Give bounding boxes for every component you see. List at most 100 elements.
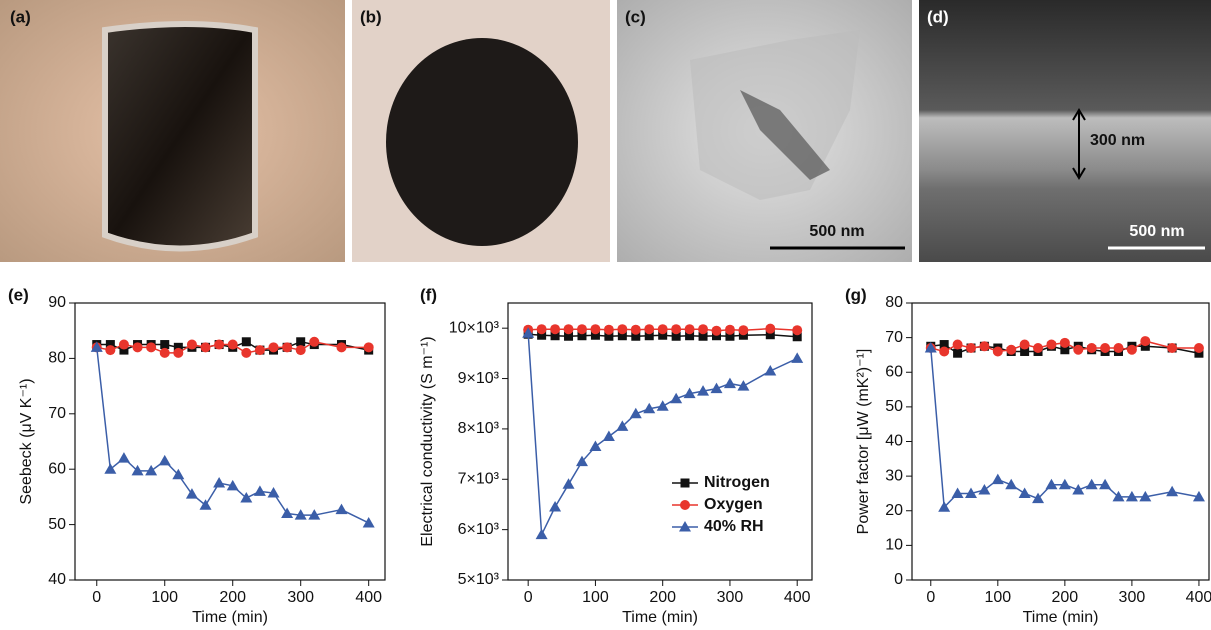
marker xyxy=(282,342,292,352)
y-tick-label: 80 xyxy=(885,294,903,311)
y-tick-label: 90 xyxy=(48,294,66,311)
y-tick-label: 80 xyxy=(48,350,66,367)
marker xyxy=(1113,343,1123,353)
film xyxy=(105,24,255,249)
marker xyxy=(213,477,225,488)
marker xyxy=(160,348,170,358)
marker xyxy=(671,324,681,334)
marker xyxy=(296,337,305,346)
x-tick-label: 300 xyxy=(1119,589,1146,606)
panel-label: (e) xyxy=(8,285,29,304)
marker xyxy=(1072,484,1084,495)
marker xyxy=(296,345,306,355)
marker xyxy=(724,378,736,389)
scale-label: 500 nm xyxy=(1129,223,1184,240)
y-tick-label: 10 xyxy=(885,537,903,554)
scale-label: 500 nm xyxy=(809,223,864,240)
page: (a) (b) (c) 500 nm (d) 300 nm 500 nm (e)… xyxy=(0,0,1211,630)
marker xyxy=(764,365,776,376)
legend-label: 40% RH xyxy=(704,518,764,535)
x-tick-label: 400 xyxy=(1186,589,1211,606)
panel-label: (a) xyxy=(10,7,31,26)
x-axis-label: Time (min) xyxy=(622,609,698,626)
marker xyxy=(993,346,1003,356)
marker xyxy=(939,346,949,356)
marker xyxy=(105,345,115,355)
marker xyxy=(550,324,560,334)
x-tick-label: 200 xyxy=(219,589,246,606)
y-tick-label: 60 xyxy=(48,460,66,477)
marker xyxy=(590,324,600,334)
marker xyxy=(978,484,990,495)
panel-label: (b) xyxy=(360,7,382,26)
marker xyxy=(644,324,654,334)
x-tick-label: 0 xyxy=(926,589,935,606)
marker xyxy=(710,383,722,394)
film xyxy=(386,38,578,246)
marker xyxy=(1100,343,1110,353)
marker xyxy=(711,326,721,336)
marker xyxy=(536,529,548,540)
marker xyxy=(992,474,1004,485)
y-tick-label: 8×10³ xyxy=(458,420,500,437)
marker xyxy=(1046,340,1056,350)
marker xyxy=(658,324,668,334)
marker xyxy=(255,345,265,355)
marker xyxy=(1167,343,1177,353)
marker xyxy=(200,499,212,510)
panel-label: (d) xyxy=(927,7,949,26)
marker xyxy=(214,340,224,350)
marker xyxy=(241,348,251,358)
panel-label: (f) xyxy=(420,285,437,304)
y-tick-label: 0 xyxy=(894,571,903,588)
marker xyxy=(1194,343,1204,353)
marker xyxy=(335,504,347,515)
marker xyxy=(1073,345,1083,355)
y-tick-label: 20 xyxy=(885,502,903,519)
marker xyxy=(336,342,346,352)
y-tick-label: 70 xyxy=(885,329,903,346)
y-tick-label: 10×10³ xyxy=(449,319,500,336)
y-tick-label: 30 xyxy=(885,467,903,484)
marker xyxy=(791,352,803,363)
y-axis-label: Electrical conductivity (S m⁻¹) xyxy=(419,336,436,546)
marker xyxy=(681,479,690,488)
marker xyxy=(1020,340,1030,350)
marker xyxy=(979,341,989,351)
marker xyxy=(242,337,251,346)
marker xyxy=(1006,345,1016,355)
y-tick-label: 5×10³ xyxy=(458,571,500,588)
marker xyxy=(953,349,962,358)
marker xyxy=(201,342,211,352)
marker xyxy=(119,340,129,350)
marker xyxy=(187,340,197,350)
marker xyxy=(670,393,682,404)
x-tick-label: 400 xyxy=(355,589,382,606)
marker xyxy=(685,324,695,334)
y-tick-label: 50 xyxy=(885,398,903,415)
marker xyxy=(738,325,748,335)
marker xyxy=(589,441,601,452)
marker xyxy=(159,455,171,466)
marker xyxy=(657,400,669,411)
marker xyxy=(617,324,627,334)
marker xyxy=(1127,345,1137,355)
marker xyxy=(765,324,775,334)
panel-label: (c) xyxy=(625,7,646,26)
marker xyxy=(792,325,802,335)
y-tick-label: 50 xyxy=(48,516,66,533)
x-tick-label: 100 xyxy=(582,589,609,606)
marker xyxy=(577,324,587,334)
y-axis-label: Seebeck (μV K⁻¹) xyxy=(18,378,35,504)
series-line xyxy=(97,347,369,523)
marker xyxy=(1060,338,1070,348)
marker xyxy=(186,488,198,499)
marker xyxy=(118,452,130,463)
marker xyxy=(1019,487,1031,498)
x-tick-label: 0 xyxy=(524,589,533,606)
marker xyxy=(146,342,156,352)
marker xyxy=(630,408,642,419)
marker xyxy=(269,342,279,352)
marker xyxy=(133,342,143,352)
marker xyxy=(680,500,690,510)
